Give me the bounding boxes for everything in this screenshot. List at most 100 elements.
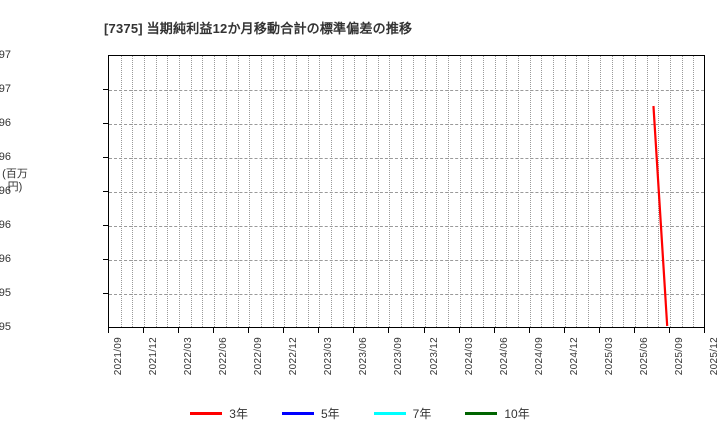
legend-label: 5年 xyxy=(320,407,340,421)
x-axis-tick-mark xyxy=(178,328,180,333)
gridline-vertical xyxy=(155,56,157,327)
gridline-vertical xyxy=(459,56,461,327)
gridline-vertical xyxy=(447,56,449,327)
x-axis-tick-mark xyxy=(248,328,250,333)
series-layer xyxy=(652,105,669,327)
gridline-vertical xyxy=(179,56,181,327)
x-axis-tick-mark xyxy=(563,328,565,333)
x-axis-tick-label: 2023/09 xyxy=(393,337,405,376)
x-axis-tick-mark xyxy=(493,328,495,333)
x-axis-tick-label: 2024/12 xyxy=(568,337,580,376)
y-axis-tick-mark xyxy=(103,259,108,260)
gridline-vertical xyxy=(366,56,368,327)
gridline-vertical xyxy=(401,56,403,327)
y-axis-unit-label: (百万円) xyxy=(2,168,28,193)
x-axis-tick-mark xyxy=(704,328,705,333)
y-axis-tick-mark xyxy=(103,123,108,124)
y-axis-tick-label: 296 xyxy=(0,253,11,265)
gridline-vertical xyxy=(167,56,169,327)
gridline-vertical xyxy=(249,56,251,327)
gridline-vertical xyxy=(599,56,601,327)
y-axis-tick-label: 296 xyxy=(0,219,11,231)
y-axis-tick-mark xyxy=(103,157,108,158)
legend-item-3年[interactable]: 3年 xyxy=(190,405,248,422)
gridline-vertical xyxy=(553,56,555,327)
x-axis-tick-label: 2022/12 xyxy=(288,337,300,376)
gridline-vertical xyxy=(482,56,484,327)
y-axis-tick-mark xyxy=(103,293,108,294)
x-axis-tick-mark xyxy=(528,328,530,333)
y-axis-tick-label: 296 xyxy=(0,185,11,197)
gridline-horizontal xyxy=(109,192,704,193)
gridline-vertical xyxy=(494,56,496,327)
gridline-vertical xyxy=(377,56,379,327)
x-axis-tick-label: 2022/09 xyxy=(253,337,265,376)
gridline-vertical xyxy=(354,56,356,327)
x-axis-tick-label: 2023/12 xyxy=(428,337,440,376)
gridline-vertical xyxy=(529,56,531,327)
gridline-vertical xyxy=(342,56,344,327)
x-axis-tick-label: 2023/06 xyxy=(358,337,370,376)
legend-item-5年[interactable]: 5年 xyxy=(281,405,340,422)
y-axis-tick-mark xyxy=(103,89,108,90)
legend-item-7年[interactable]: 7年 xyxy=(373,405,432,422)
x-axis-tick-mark xyxy=(353,328,355,333)
gridline-vertical xyxy=(681,56,683,327)
x-axis-tick-label: 2023/03 xyxy=(323,337,335,376)
gridline-vertical xyxy=(646,56,648,327)
gridline-vertical xyxy=(237,56,239,327)
legend-label: 3年 xyxy=(229,407,248,421)
gridline-vertical xyxy=(272,56,274,327)
y-axis-tick-label: 297 xyxy=(0,49,11,61)
gridline-vertical xyxy=(190,56,192,327)
y-axis-tick-label: 297 xyxy=(0,83,11,95)
x-axis-tick-mark xyxy=(318,328,320,333)
plot-area xyxy=(108,55,705,328)
y-axis-tick-mark xyxy=(103,225,108,226)
x-axis-tick-label: 2025/03 xyxy=(603,337,615,376)
y-axis-tick-label: 296 xyxy=(0,151,11,163)
chart-legend: 3年 5年 7年 10年 xyxy=(0,405,720,422)
x-axis-tick-mark xyxy=(283,328,285,333)
legend-swatch-icon xyxy=(373,412,406,415)
y-axis-tick-label: 295 xyxy=(0,287,11,299)
gridline-vertical xyxy=(307,56,309,327)
gridline-vertical xyxy=(214,56,216,327)
x-axis-tick-mark xyxy=(458,328,460,333)
gridline-vertical xyxy=(588,56,590,327)
gridline-vertical xyxy=(331,56,333,327)
y-axis-tick-label: 295 xyxy=(0,321,11,333)
gridline-vertical xyxy=(623,56,625,327)
gridline-vertical xyxy=(471,56,473,327)
x-axis-tick-mark xyxy=(633,328,635,333)
x-axis-tick-label: 2025/06 xyxy=(638,337,650,376)
x-axis-tick-label: 2024/03 xyxy=(463,337,475,376)
gridline-vertical xyxy=(518,56,520,327)
x-axis-tick-label: 2025/12 xyxy=(709,337,720,376)
x-axis-tick-label: 2022/03 xyxy=(183,337,195,376)
x-axis-tick-mark xyxy=(108,328,109,333)
x-axis-tick-mark xyxy=(598,328,600,333)
x-axis-tick-mark xyxy=(143,328,145,333)
gridline-vertical xyxy=(611,56,613,327)
series-line-3年 xyxy=(652,105,669,327)
legend-item-10年[interactable]: 10年 xyxy=(465,405,530,422)
x-axis-tick-label: 2021/09 xyxy=(113,337,124,376)
gridline-vertical xyxy=(412,56,414,327)
legend-swatch-icon xyxy=(465,412,498,415)
gridline-vertical xyxy=(295,56,297,327)
legend-swatch-icon xyxy=(190,412,223,415)
legend-label: 7年 xyxy=(412,407,432,421)
gridline-vertical xyxy=(634,56,636,327)
gridline-horizontal xyxy=(109,158,704,159)
x-axis-tick-label: 2025/09 xyxy=(673,337,685,376)
gridline-vertical xyxy=(693,56,695,327)
x-axis-tick-mark xyxy=(668,328,670,333)
gridline-horizontal xyxy=(109,90,704,91)
x-axis-tick-label: 2024/09 xyxy=(533,337,545,376)
gridline-horizontal xyxy=(109,226,704,227)
gridline-vertical xyxy=(120,56,122,327)
gridline-vertical xyxy=(541,56,543,327)
gridline-vertical xyxy=(132,56,134,327)
